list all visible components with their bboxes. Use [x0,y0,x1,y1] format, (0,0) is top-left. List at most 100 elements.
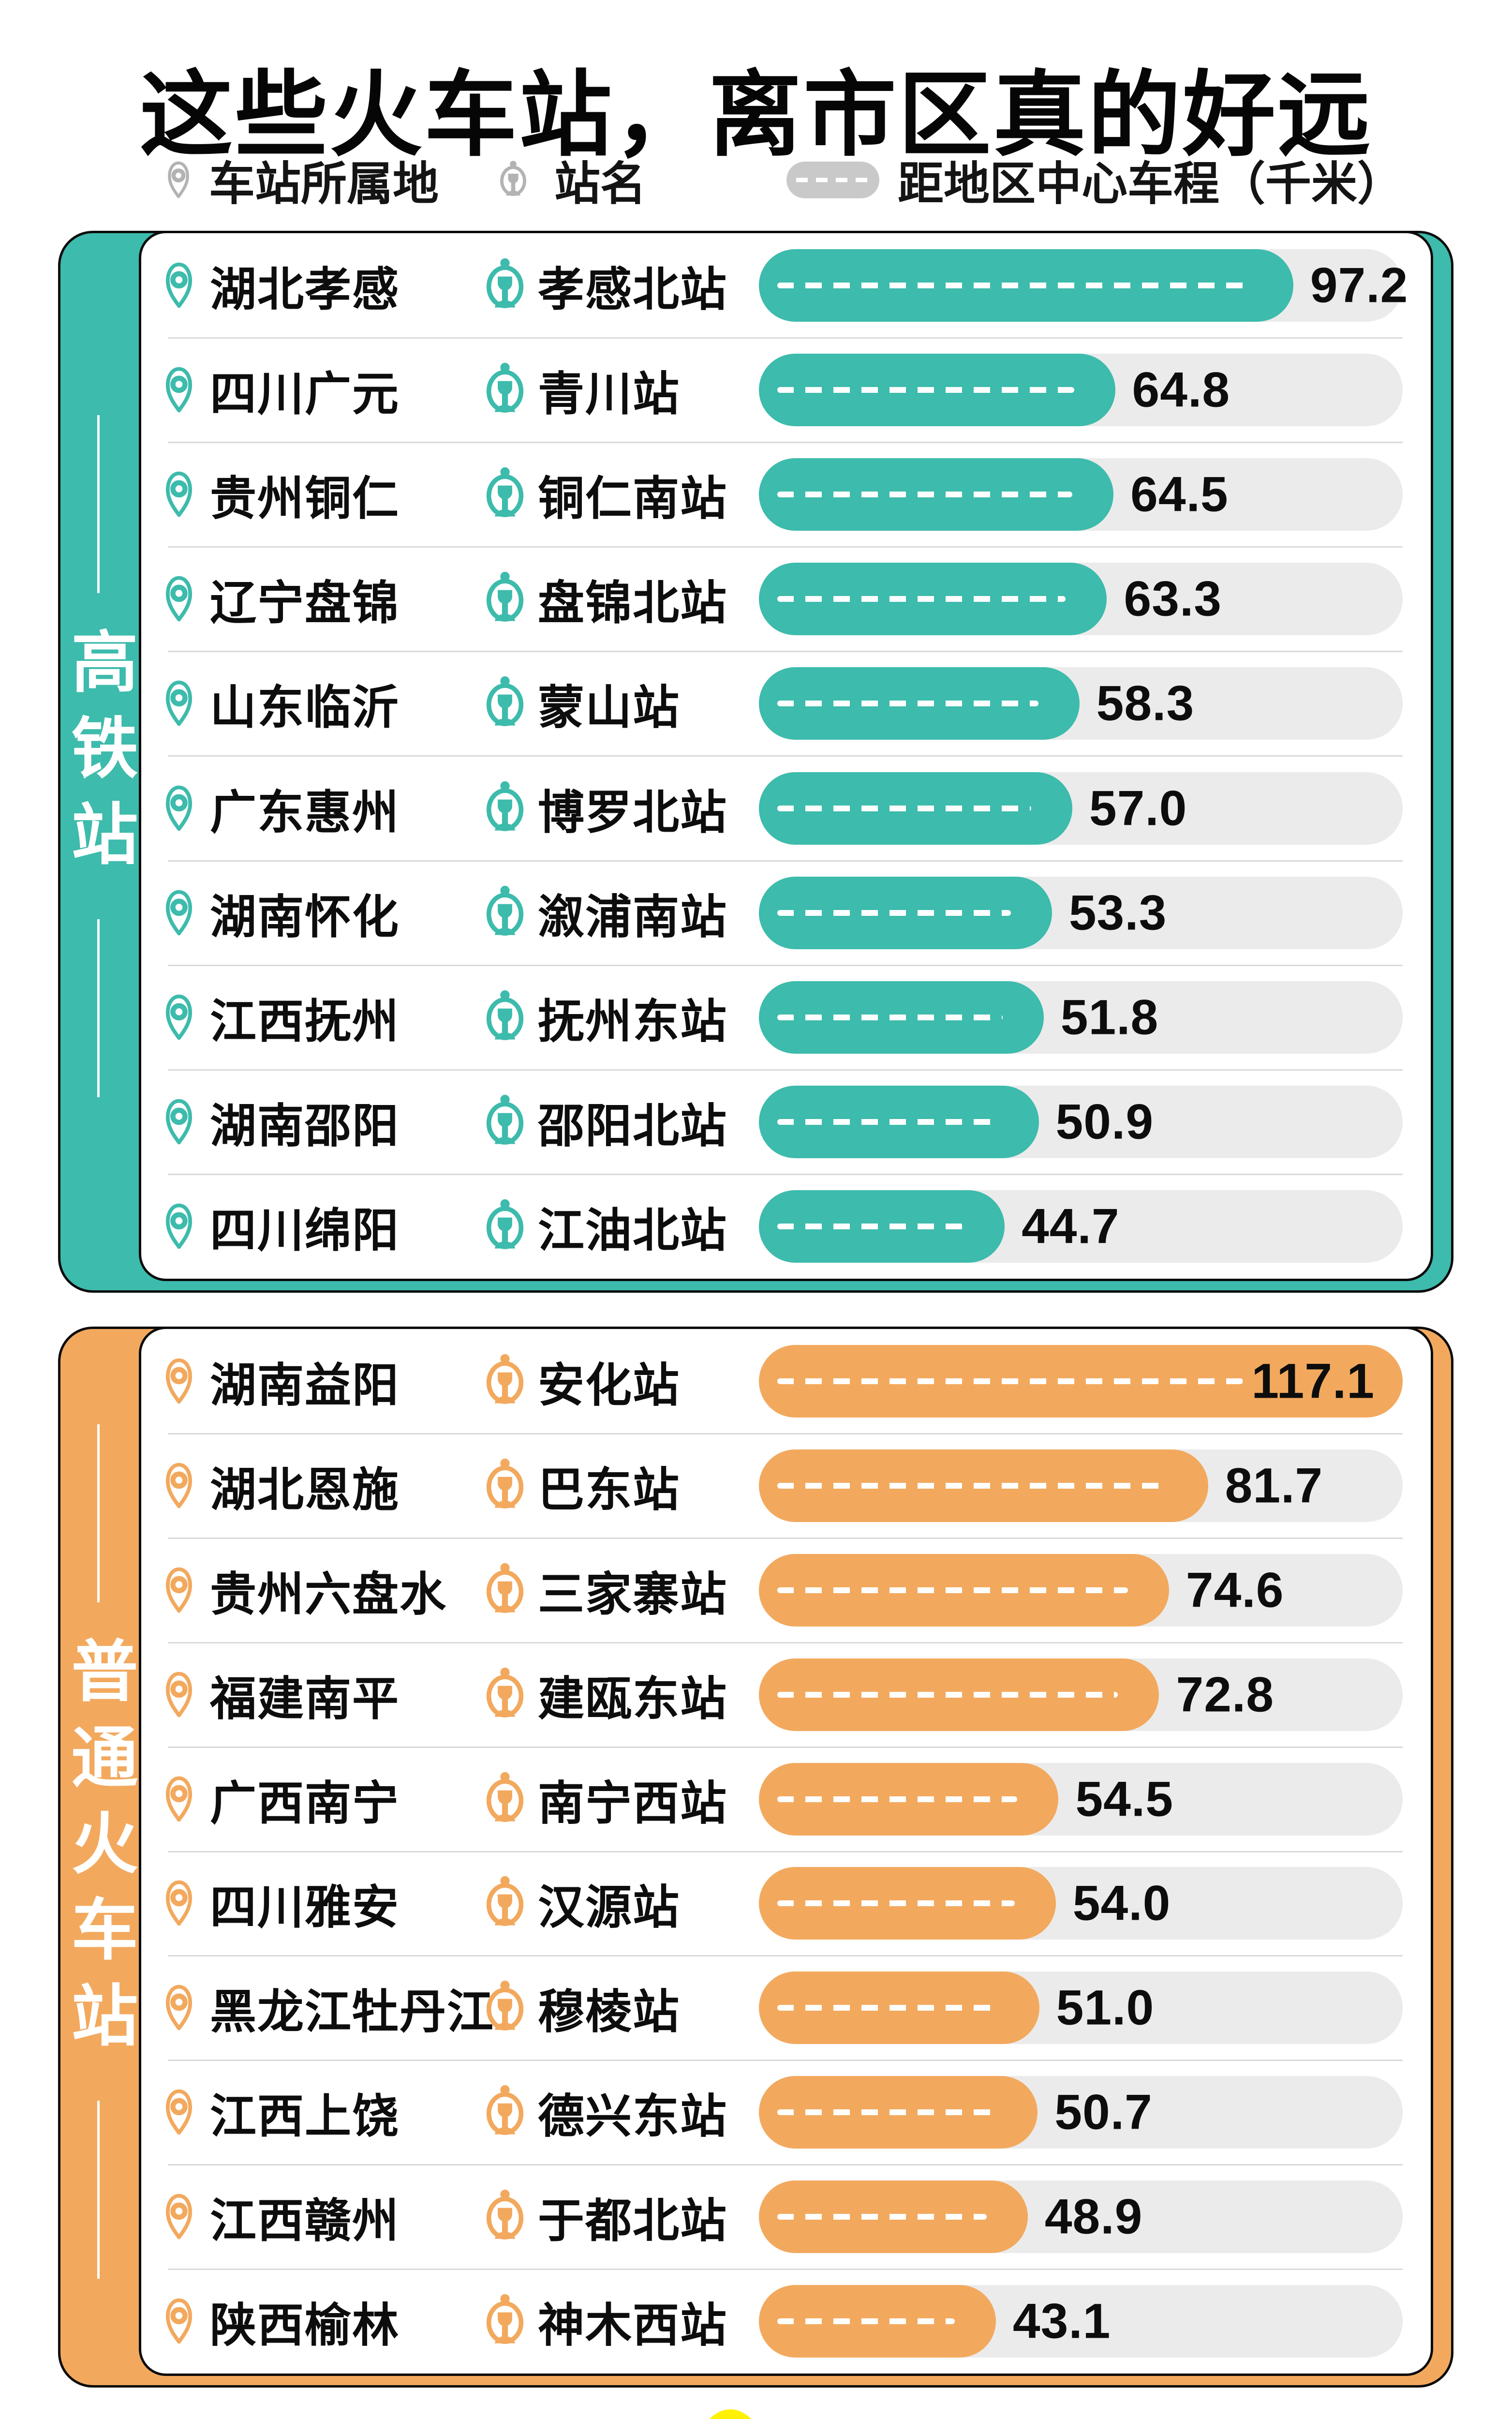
bar-track: 43.1 [759,2285,1403,2358]
table-row: 四川绵阳 江油北站 44.7 [141,1174,1431,1279]
railway-station-icon [484,258,526,313]
table-row: 山东临沂 蒙山站 58.3 [141,651,1431,757]
bar-track: 57.0 [759,772,1403,845]
station-label: 于都北站 [538,2195,727,2247]
region-label: 四川绵阳 [210,1205,400,1257]
region-label: 贵州铜仁 [210,473,400,525]
legend-location-label: 车站所属地 [209,158,439,210]
table-row: 湖南怀化 溆浦南站 53.3 [141,861,1431,966]
distance-bar [759,2076,1038,2149]
distance-bar [759,1449,1208,1522]
distance-value: 50.9 [1055,1094,1154,1150]
railway-station-icon [484,990,526,1045]
distance-bar [759,1971,1039,2045]
region-label: 江西赣州 [210,2195,400,2247]
railway-station-icon [484,885,526,941]
bar-dash-line [777,1587,1128,1593]
bar-track: 81.7 [759,1449,1403,1522]
station-label: 神木西站 [538,2300,727,2352]
bar-dash-line [777,283,1252,289]
station-label: 建瓯东站 [538,1673,727,1725]
section-sidebar: 高铁站 [58,231,139,1281]
bar-track: 97.2 [759,249,1408,322]
section-title: 高铁站 [61,627,136,885]
railway-station-icon [484,1199,526,1254]
location-pin-icon [165,2089,193,2136]
station-label: 巴东站 [538,1464,680,1516]
distance-value: 64.5 [1130,466,1229,522]
distance-capsule-icon [786,162,879,198]
bar-track: 50.7 [759,2076,1403,2149]
region-label: 山东临沂 [210,682,400,734]
bar-track: 53.3 [759,876,1403,949]
table-row: 贵州六盘水 三家寨站 74.6 [141,1538,1431,1643]
region-label: 广西南宁 [210,1777,400,1830]
bar-track: 58.3 [759,667,1403,740]
bar-dash-line [777,1482,1167,1489]
distance-bar [759,1658,1159,1731]
bar-track: 72.8 [759,1658,1403,1731]
chart-section: 高铁站 湖北孝感 孝感北站 97.2 四川广元 青川站 [58,231,1453,1293]
station-label: 三家寨站 [538,1568,727,1621]
bar-track: 51.8 [759,981,1403,1054]
location-pin-icon [165,262,193,309]
chart-section: 普通火车站 湖南益阳 安化站 117.1 湖北恩施 巴 [58,1327,1453,2388]
table-row: 陕西榆林 神木西站 43.1 [141,2269,1431,2374]
station-label: 邵阳北站 [538,1100,727,1152]
bar-dash-line [777,2214,987,2220]
railway-station-icon [484,2189,526,2244]
section-card: 湖南益阳 安化站 117.1 湖北恩施 巴东站 81.7 [139,1327,1433,2376]
distance-value: 50.7 [1054,2084,1153,2140]
table-row: 四川广元 青川站 64.8 [141,338,1431,444]
railway-station-icon [484,781,526,836]
station-label: 铜仁南站 [538,473,727,525]
location-pin-icon [165,1984,193,2031]
distance-value: 97.2 [1310,257,1408,313]
distance-value: 51.8 [1060,989,1159,1045]
railway-station-icon [484,362,526,418]
region-label: 广东惠州 [210,787,400,839]
section-title: 普通火车站 [61,1636,136,2067]
distance-value: 117.1 [1251,1353,1375,1409]
distance-value: 72.8 [1176,1667,1274,1722]
railway-station-icon [484,1094,526,1150]
table-row: 江西上饶 德兴东站 50.7 [141,2060,1431,2166]
railway-station-icon [484,1354,526,1409]
bar-dash-line [777,805,1031,811]
location-pin-icon [165,2298,193,2345]
table-row: 江西赣州 于都北站 48.9 [141,2165,1431,2270]
station-label: 汉源站 [538,1881,680,1934]
bar-track: 51.0 [759,1971,1403,2045]
bar-dash-line [777,1796,1018,1802]
table-row: 辽宁盘锦 盘锦北站 63.3 [141,547,1431,653]
bar-dash-line [777,1014,1003,1020]
station-label: 青川站 [538,368,680,420]
distance-value: 54.5 [1075,1771,1173,1827]
location-pin-icon [165,1671,193,1718]
distance-value: 81.7 [1225,1458,1323,1513]
distance-value: 51.0 [1056,1980,1155,2035]
location-pin-icon [165,1098,193,1146]
location-pin-icon [165,1462,193,1509]
distance-value: 48.9 [1044,2189,1143,2244]
distance-value: 64.8 [1132,362,1230,418]
station-label: 穆棱站 [538,1986,680,2038]
location-pin-icon [165,1567,193,1614]
location-pin-icon [165,1880,193,1927]
location-pin-icon [165,366,193,414]
distance-bar [759,1553,1169,1627]
location-pin-icon [165,1203,193,1250]
table-row: 湖南益阳 安化站 117.1 [141,1329,1431,1434]
bar-dash-line [777,1378,1243,1384]
table-row: 湖北孝感 孝感北站 97.2 [141,233,1431,339]
bar-track: 64.5 [759,458,1403,531]
location-pin-icon [165,1776,193,1823]
distance-value: 63.3 [1124,571,1222,627]
table-row: 黑龙江牡丹江 穆棱站 51.0 [141,1956,1431,2061]
legend: 车站所属地 站名 距地区中心车程（千米） [0,151,1512,210]
region-label: 江西抚州 [210,996,400,1048]
distance-value: 44.7 [1022,1198,1120,1254]
station-label: 蒙山站 [538,682,680,734]
railway-station-icon [484,1563,526,1618]
bar-track: 117.1 [759,1344,1403,1418]
